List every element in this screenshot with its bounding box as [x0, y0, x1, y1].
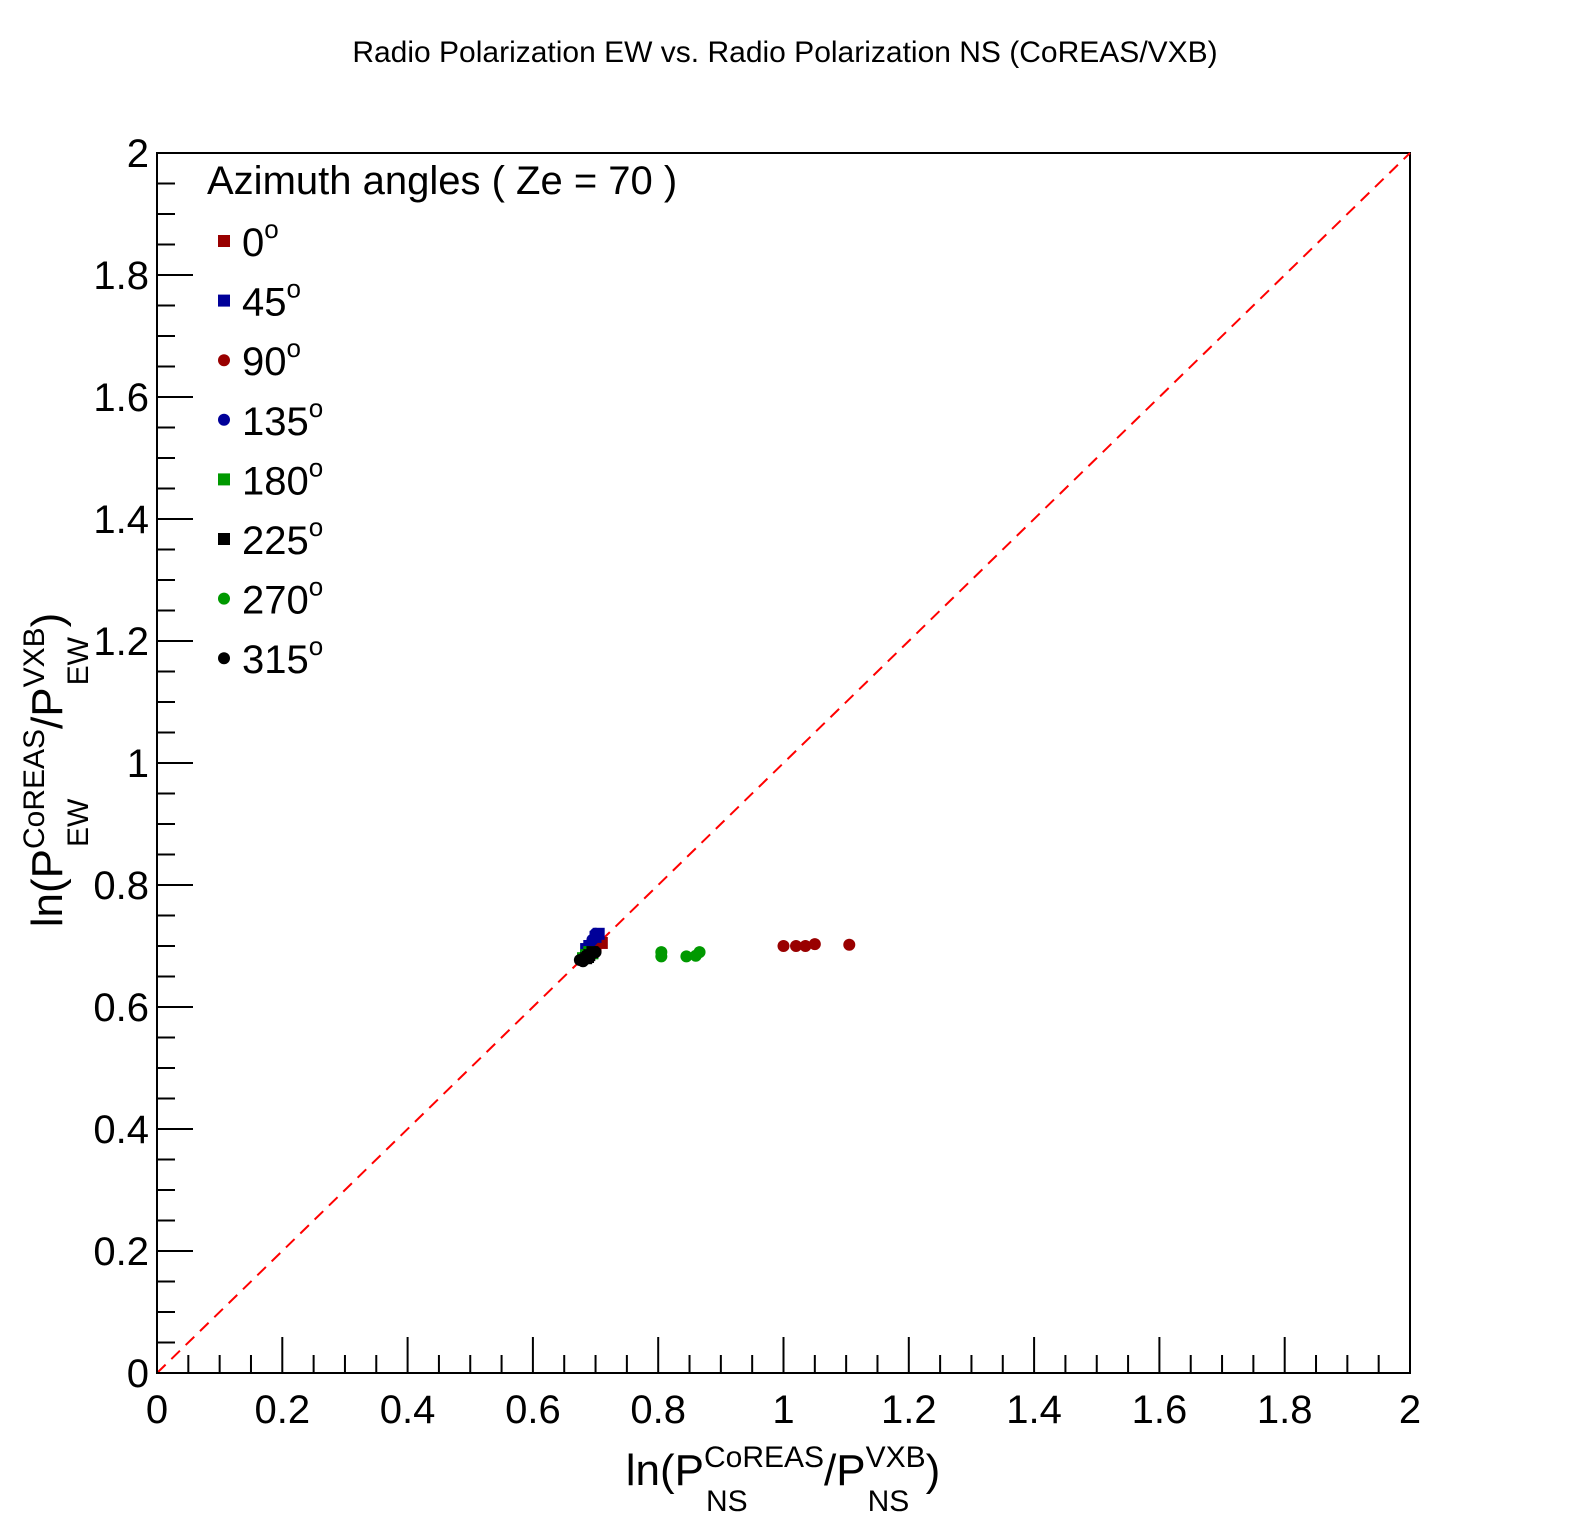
- y-axis-title: ln(PCoREAS/PVXB)EW EW: [18, 613, 95, 928]
- legend-entry-label: 135o: [242, 393, 323, 444]
- data-point: [777, 940, 790, 952]
- axis-ticks: [156, 152, 1411, 1374]
- x-tick-label: 0.2: [254, 1388, 310, 1432]
- y-tick-label: 1.6: [93, 376, 149, 420]
- legend: Azimuth angles ( Ze = 70 ) 0o 45o 90o 135o 18…: [207, 159, 677, 682]
- y-tick-label: 1.8: [93, 254, 149, 298]
- x-tick-label: 1: [772, 1388, 794, 1432]
- data-point: [790, 940, 803, 952]
- legend-marker: [218, 652, 230, 665]
- y-axis-title-sub2: EW: [62, 636, 95, 685]
- x-tick-label: 1.6: [1132, 1388, 1188, 1432]
- legend-entry-label: 315o: [242, 631, 323, 682]
- legend-entry-label: 45o: [242, 274, 301, 325]
- data-point: [655, 950, 668, 963]
- y-tick-label: 0.2: [93, 1230, 149, 1274]
- series-135: [586, 927, 602, 946]
- y-axis-title-text: ln(PCoREAS/PVXB): [18, 613, 72, 928]
- y-tick-label: 0.6: [93, 986, 149, 1030]
- y-tick-label: 2: [127, 132, 149, 176]
- legend-entry-label: 0o: [242, 214, 279, 265]
- data-point: [808, 938, 821, 951]
- reference-diagonal-layer: [156, 152, 1411, 1374]
- data-point: [680, 950, 693, 963]
- x-tick-label: 0: [146, 1388, 168, 1432]
- x-axis-title-text: ln(PCoREAS/PVXB): [626, 1441, 941, 1495]
- legend-marker: [218, 592, 230, 605]
- x-axis-title-sub1: NS: [706, 1485, 748, 1518]
- legend-marker: [218, 294, 230, 307]
- y-axis-title-sub1: EW: [62, 798, 95, 847]
- x-axis-title: ln(PCoREAS/PVXB)NS NS: [626, 1441, 941, 1518]
- legend-entry-label: 180o: [242, 452, 323, 503]
- legend-marker: [218, 354, 230, 367]
- chart-title: Radio Polarization EW vs. Radio Polariza…: [352, 36, 1217, 69]
- y-axis-label: ln(PCoREAS/PVXB)EW EW: [18, 613, 95, 928]
- x-tick-label: 2: [1399, 1388, 1421, 1432]
- legend-entry-label: 270o: [242, 572, 323, 623]
- data-point: [693, 946, 706, 959]
- y-tick-label: 1: [127, 742, 149, 786]
- x-tick-label: 0.8: [630, 1388, 686, 1432]
- data-point: [586, 933, 599, 946]
- series-270: [655, 946, 706, 963]
- x-axis-label: ln(PCoREAS/PVXB)NS NS: [626, 1441, 941, 1518]
- legend-marker: [218, 413, 230, 426]
- y-tick-label: 1.2: [93, 620, 149, 664]
- legend-title: Azimuth angles ( Ze = 70 ): [207, 159, 677, 203]
- data-points: [573, 927, 856, 968]
- y-tick-label: 0.8: [93, 864, 149, 908]
- series-315: [573, 946, 602, 968]
- legend-marker: [218, 473, 230, 486]
- legend-entry-label: 90o: [242, 333, 301, 384]
- x-tick-label: 1.2: [881, 1388, 937, 1432]
- legend-marker: [218, 235, 230, 247]
- x-tick-label: 1.8: [1257, 1388, 1313, 1432]
- x-tick-label: 0.4: [380, 1388, 436, 1432]
- x-tick-label: 1.4: [1006, 1388, 1062, 1432]
- data-point: [843, 938, 856, 951]
- y-tick-label: 1.4: [93, 498, 149, 542]
- y-tick-label: 0.4: [93, 1108, 149, 1152]
- legend-entry-label: 225o: [242, 512, 323, 563]
- axis-tick-labels: 0 0.2 0.4 0.6 0.8 1 1.2 1.4 1.6 1.8 2 0 0.2 0.4 0.6 0.8…: [93, 132, 1421, 1432]
- legend-marker: [218, 533, 230, 545]
- data-point: [589, 946, 602, 959]
- series-90: [777, 938, 856, 952]
- data-point: [799, 940, 812, 952]
- x-tick-label: 0.6: [505, 1388, 561, 1432]
- y-tick-label: 0: [127, 1352, 149, 1396]
- x-axis-title-sub2: NS: [868, 1485, 910, 1518]
- reference-diagonal-line: [156, 152, 1411, 1374]
